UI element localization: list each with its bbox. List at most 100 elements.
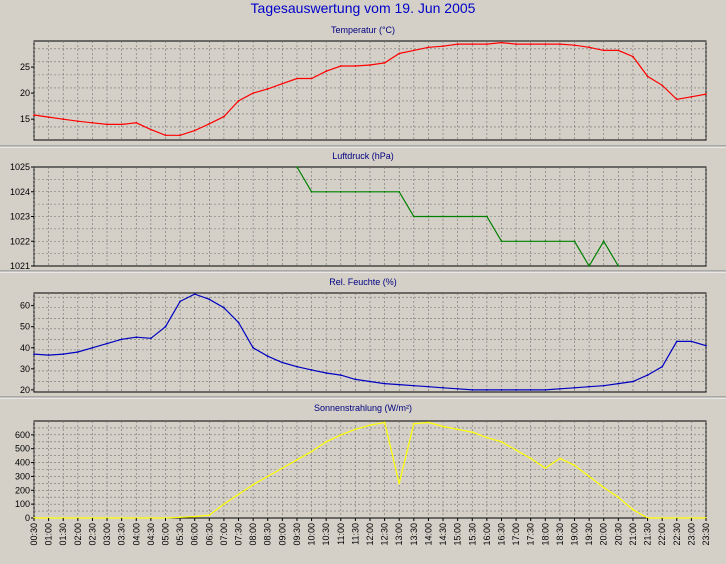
- y-tick-label: 60: [20, 301, 30, 311]
- data-point: [281, 361, 284, 364]
- data-point: [515, 389, 517, 391]
- data-point: [544, 240, 547, 243]
- x-tick-label: 04:00: [131, 523, 141, 546]
- data-point: [120, 123, 123, 126]
- x-tick-label: 18:00: [540, 523, 550, 546]
- data-point: [33, 353, 35, 355]
- data-point: [559, 43, 561, 45]
- data-point: [486, 389, 488, 391]
- x-tick-label: 20:00: [599, 523, 609, 546]
- data-point: [456, 387, 459, 390]
- data-point: [486, 436, 488, 439]
- data-point: [252, 483, 255, 486]
- x-tick-label: 17:30: [526, 523, 536, 546]
- x-tick-label: 08:30: [263, 523, 273, 546]
- y-tick-label: 1024: [10, 187, 30, 197]
- data-point: [76, 351, 79, 353]
- x-tick-label: 09:30: [292, 523, 302, 546]
- x-tick-label: 00:30: [29, 523, 39, 546]
- data-point: [442, 215, 444, 218]
- data-point: [252, 92, 255, 94]
- data-point: [208, 298, 211, 301]
- x-tick-label: 21:30: [643, 523, 653, 546]
- x-tick-label: 15:30: [467, 523, 477, 546]
- data-point: [339, 434, 342, 436]
- data-point: [646, 374, 649, 376]
- x-tick-label: 06:00: [190, 523, 200, 546]
- data-point: [500, 389, 503, 391]
- data-point: [223, 115, 225, 118]
- y-tick-label: 1021: [10, 261, 30, 271]
- data-point: [500, 240, 503, 243]
- x-tick-label: 03:30: [117, 523, 127, 546]
- data-point: [602, 486, 605, 489]
- data-point: [281, 467, 284, 469]
- data-point: [515, 43, 517, 45]
- y-tick-label: 0: [25, 513, 30, 523]
- data-point: [179, 134, 182, 137]
- x-tick-label: 11:00: [336, 523, 346, 545]
- x-tick-label: 15:00: [453, 523, 463, 546]
- y-tick-label: 1023: [10, 212, 30, 222]
- data-point: [471, 431, 474, 433]
- x-tick-label: 13:30: [409, 523, 419, 546]
- data-point: [456, 43, 459, 45]
- x-tick-label: 22:00: [657, 523, 667, 546]
- x-tick-label: 20:30: [613, 523, 623, 546]
- data-point: [471, 389, 474, 391]
- data-point: [237, 493, 240, 496]
- x-tick-label: 12:00: [365, 523, 375, 546]
- data-point: [471, 215, 474, 218]
- data-point: [33, 114, 35, 116]
- x-tick-label: 22:30: [672, 523, 682, 546]
- data-point: [515, 240, 517, 243]
- chart-title: Temperatur (°C): [331, 25, 395, 35]
- x-tick-label: 23:00: [686, 523, 696, 546]
- data-point: [120, 338, 123, 341]
- data-point: [296, 365, 298, 368]
- data-point: [529, 240, 532, 243]
- x-tick-label: 03:00: [102, 523, 112, 546]
- y-tick-label: 400: [15, 458, 30, 468]
- x-tick-label: 23:30: [701, 523, 711, 546]
- data-point: [632, 380, 634, 383]
- data-point: [296, 458, 298, 461]
- x-tick-label: 19:00: [570, 523, 580, 546]
- x-tick-label: 07:00: [219, 523, 229, 546]
- data-point: [573, 386, 576, 389]
- data-point: [179, 300, 182, 303]
- x-tick-label: 06:30: [204, 523, 214, 546]
- data-point: [325, 190, 328, 193]
- data-point: [47, 116, 50, 118]
- x-tick-label: 14:00: [423, 523, 433, 546]
- data-point: [164, 134, 167, 137]
- x-tick-label: 21:00: [628, 523, 638, 546]
- data-point: [602, 49, 605, 52]
- data-point: [632, 508, 634, 511]
- data-point: [296, 166, 298, 168]
- data-point: [339, 190, 342, 193]
- data-point: [675, 98, 678, 101]
- data-point: [427, 215, 430, 218]
- data-point: [412, 49, 415, 52]
- chart-title: Rel. Feuchte (%): [329, 277, 397, 287]
- data-point: [427, 46, 430, 49]
- data-point: [486, 215, 488, 218]
- y-tick-label: 600: [15, 430, 30, 440]
- data-point: [412, 384, 415, 387]
- data-point: [442, 425, 444, 428]
- data-point: [193, 515, 196, 518]
- data-point: [398, 482, 401, 485]
- data-point: [266, 88, 269, 90]
- data-point: [106, 342, 108, 345]
- data-point: [398, 383, 401, 386]
- data-point: [208, 122, 211, 125]
- data-point: [617, 49, 620, 52]
- x-tick-label: 02:30: [87, 523, 97, 546]
- data-point: [588, 475, 590, 478]
- data-point: [252, 346, 255, 349]
- data-point: [354, 428, 357, 431]
- data-point: [398, 190, 401, 193]
- data-point: [325, 372, 328, 374]
